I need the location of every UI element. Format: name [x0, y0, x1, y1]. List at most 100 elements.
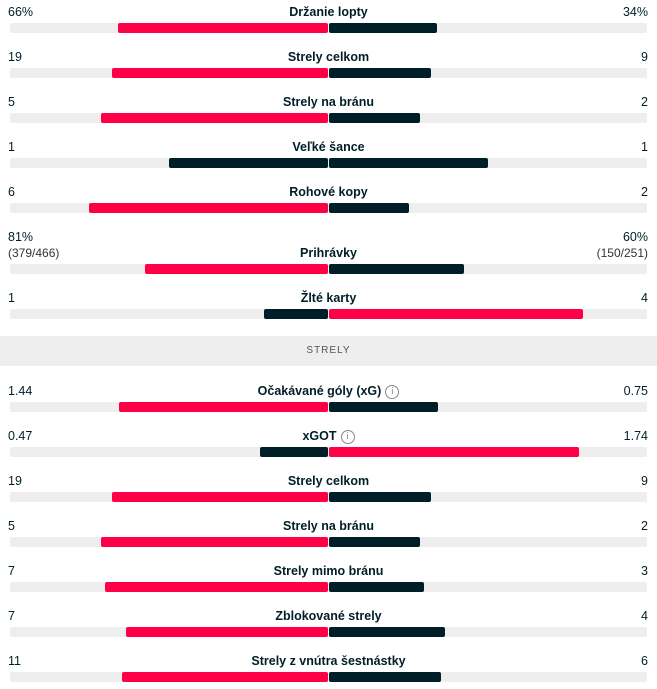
- home-value: 1.44: [8, 384, 33, 398]
- away-bar: [329, 203, 409, 213]
- stat-bar-track: [10, 627, 647, 637]
- away-bar: [329, 158, 488, 168]
- stat-label-text: Prihrávky: [300, 246, 357, 260]
- home-value: 81%: [8, 230, 34, 244]
- home-bar: [260, 447, 328, 457]
- away-value: 60%: [622, 230, 648, 244]
- stat-label: Strely mimo bránu: [0, 564, 657, 578]
- away-value: 2: [641, 95, 648, 109]
- stat-label-text: Žlté karty: [300, 291, 357, 305]
- away-bar: [329, 402, 438, 412]
- home-value: 7: [8, 564, 15, 578]
- home-value: 0.47: [8, 429, 33, 443]
- away-value: 3: [641, 564, 648, 578]
- stat-bar-track: [10, 672, 647, 682]
- stat-bar-track: [10, 537, 647, 547]
- home-bar: [89, 203, 328, 213]
- stat-label: Strely celkom: [0, 50, 657, 64]
- away-value: 4: [641, 609, 648, 623]
- stat-bar-track: [10, 402, 647, 412]
- stat-label: Prihrávky: [0, 246, 657, 260]
- stat-label-text: Strely na bránu: [283, 95, 374, 109]
- stat-label: Strely celkom: [0, 474, 657, 488]
- away-bar: [329, 447, 579, 457]
- stat-label-text: Strely celkom: [287, 474, 370, 488]
- section-header-strely: STRELY: [0, 336, 657, 366]
- stat-bar-track: [10, 264, 647, 274]
- away-bar: [329, 68, 431, 78]
- stat-label: Žlté karty: [0, 291, 657, 305]
- stat-label: Rohové kopy: [0, 185, 657, 199]
- stat-bar-track: [10, 492, 647, 502]
- away-bar: [329, 672, 441, 682]
- away-value: 2: [641, 185, 648, 199]
- away-value: 0.75: [623, 384, 648, 398]
- away-value: 1.74: [623, 429, 648, 443]
- home-bar: [119, 402, 328, 412]
- home-bar: [112, 492, 328, 502]
- home-value: 19: [8, 474, 22, 488]
- home-value: 1: [8, 140, 15, 154]
- away-bar: [329, 113, 420, 123]
- info-icon[interactable]: i: [340, 429, 355, 444]
- stat-label: Strely na bránu: [0, 95, 657, 109]
- home-value: 66%: [8, 5, 34, 19]
- stat-bar-track: [10, 447, 647, 457]
- away-bar: [329, 582, 424, 592]
- stat-bar-track: [10, 113, 647, 123]
- stat-label-text: Strely mimo bránu: [273, 564, 384, 578]
- home-value: 11: [8, 654, 21, 668]
- away-value: 6: [641, 654, 648, 668]
- stat-label-text: Strely na bránu: [283, 519, 374, 533]
- stat-label: xGOT i: [0, 429, 657, 444]
- info-icon[interactable]: i: [385, 384, 400, 399]
- away-value: 1: [641, 140, 648, 154]
- away-value: 9: [641, 474, 648, 488]
- stat-label-text: Strely z vnútra šestnástky: [251, 654, 406, 668]
- stat-label-text: Držanie lopty: [289, 5, 368, 19]
- stat-label: Očakávané góly (xG) i: [0, 384, 657, 399]
- away-bar: [329, 264, 464, 274]
- stat-bar-track: [10, 158, 647, 168]
- stat-label-text: Zblokované strely: [275, 609, 382, 623]
- home-value: 5: [8, 95, 15, 109]
- home-bar: [101, 537, 328, 547]
- stat-label: Veľké šance: [0, 140, 657, 154]
- away-value: 9: [641, 50, 648, 64]
- stat-label-text: xGOT: [302, 429, 337, 443]
- home-bar: [101, 113, 328, 123]
- home-bar: [122, 672, 328, 682]
- stat-label: Zblokované strely: [0, 609, 657, 623]
- home-bar: [126, 627, 328, 637]
- away-bar: [329, 492, 431, 502]
- away-subvalue: (150/251): [596, 246, 648, 260]
- stat-bar-track: [10, 23, 647, 33]
- home-bar: [145, 264, 328, 274]
- stat-label: Strely na bránu: [0, 519, 657, 533]
- stat-bar-track: [10, 582, 647, 592]
- stat-bar-track: [10, 309, 647, 319]
- stat-label-text: Veľké šance: [292, 140, 365, 154]
- away-value: 4: [641, 291, 648, 305]
- stat-label: Držanie lopty: [0, 5, 657, 19]
- home-value: 5: [8, 519, 15, 533]
- home-value: 7: [8, 609, 15, 623]
- away-bar: [329, 23, 437, 33]
- away-value: 2: [641, 519, 648, 533]
- stat-label-text: Rohové kopy: [289, 185, 368, 199]
- home-bar: [118, 23, 328, 33]
- away-bar: [329, 309, 583, 319]
- stat-label-text: Očakávané góly (xG): [257, 384, 382, 398]
- away-value: 34%: [622, 5, 648, 19]
- home-value: 19: [8, 50, 22, 64]
- home-bar: [169, 158, 328, 168]
- home-subvalue: (379/466): [8, 246, 60, 260]
- home-value: 1: [8, 291, 15, 305]
- stat-bar-track: [10, 68, 647, 78]
- home-bar: [105, 582, 328, 592]
- home-bar: [264, 309, 328, 319]
- stat-label-text: Strely celkom: [287, 50, 370, 64]
- home-value: 6: [8, 185, 15, 199]
- away-bar: [329, 627, 445, 637]
- stat-label: Strely z vnútra šestnástky: [0, 654, 657, 668]
